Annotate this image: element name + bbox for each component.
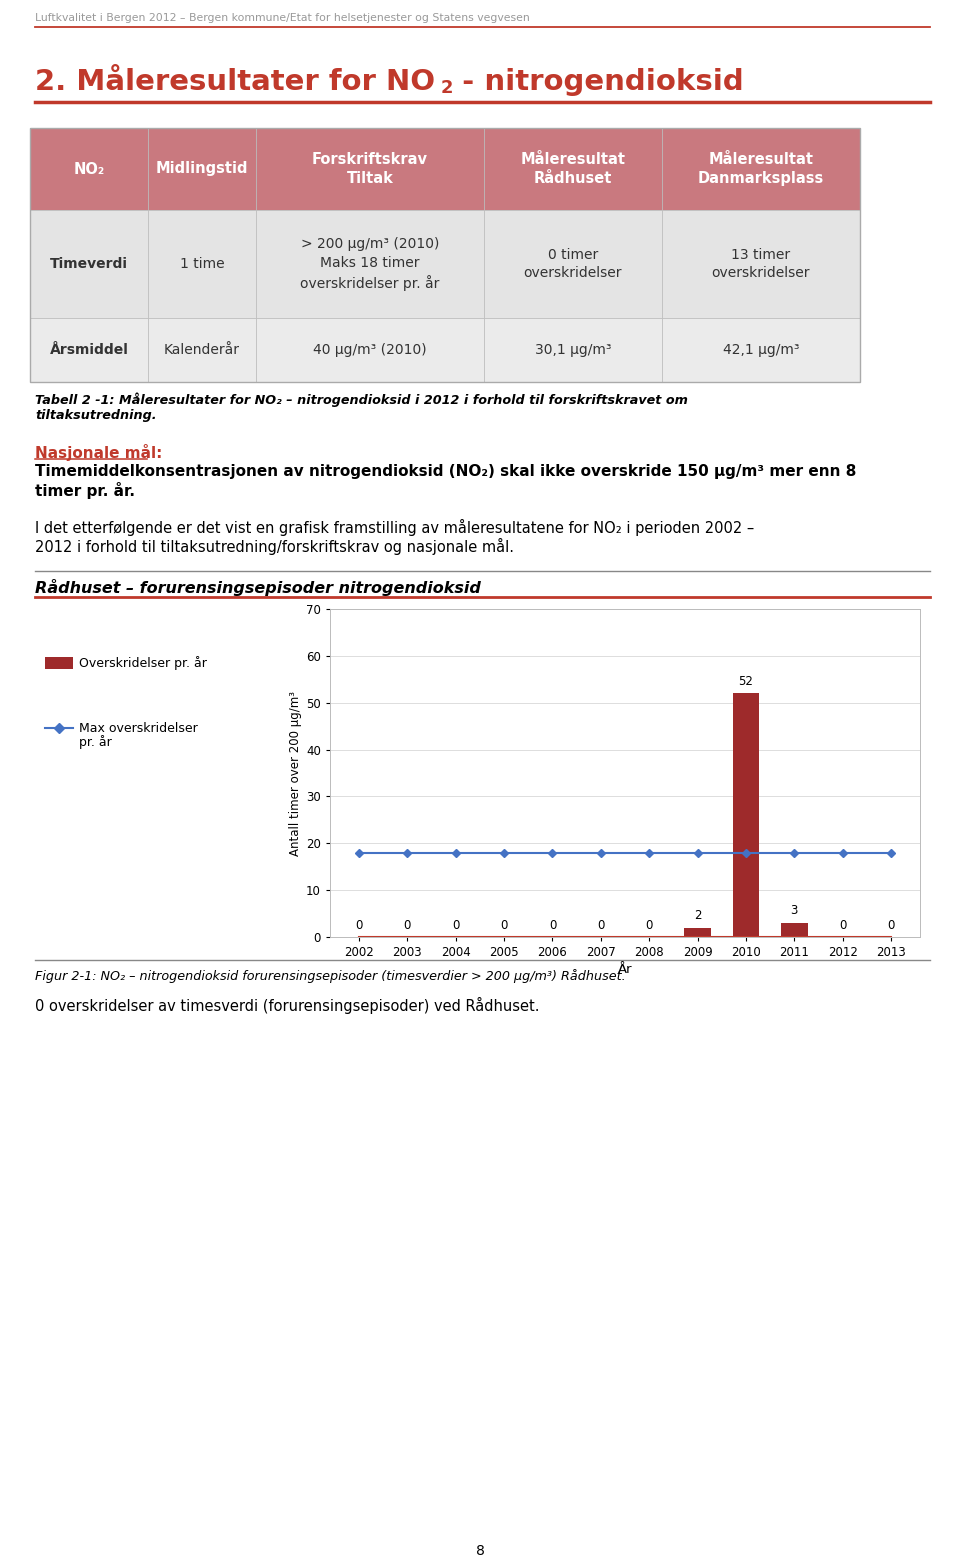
Text: 2. Måleresultater for NO: 2. Måleresultater for NO [35,67,435,96]
Bar [148,210,256,318]
Bar [662,210,860,318]
Text: Timeverdi: Timeverdi [50,257,128,271]
Text: Midlingstid: Midlingstid [156,161,249,177]
Text: 0: 0 [839,919,847,932]
Text: 30,1 μg/m³: 30,1 μg/m³ [535,343,612,357]
Text: 2: 2 [694,908,702,922]
Text: I det etterfølgende er det vist en grafisk framstilling av måleresultatene for N: I det etterfølgende er det vist en grafi… [35,518,755,536]
Text: Timemiddelkonsentrasjonen av nitrogendioksid (NO₂) skal ikke overskride 150 μg/m: Timemiddelkonsentrasjonen av nitrogendio… [35,464,856,479]
Text: 0: 0 [500,919,508,932]
Text: 2012 i forhold til tiltaksutredning/forskriftskrav og nasjonale mål.: 2012 i forhold til tiltaksutredning/fors… [35,539,514,554]
Bar [684,927,710,936]
Text: 0: 0 [597,919,605,932]
Text: Kalenderår: Kalenderår [164,343,240,357]
Bar [662,318,860,382]
Text: 8: 8 [475,1544,485,1558]
Text: > 200 μg/m³ (2010)
Maks 18 timer
overskridelser pr. år: > 200 μg/m³ (2010) Maks 18 timer overskr… [300,236,440,291]
Bar [256,318,484,382]
Bar [256,210,484,318]
Bar [484,128,662,210]
Bar [45,658,73,669]
Text: 0: 0 [887,919,895,932]
Text: 0: 0 [645,919,653,932]
Text: 13 timer
overskridelser: 13 timer overskridelser [711,247,810,280]
Text: 52: 52 [738,675,754,687]
Text: Figur 2-1: NO₂ – nitrogendioksid forurensingsepisoder (timesverdier > 200 μg/m³): Figur 2-1: NO₂ – nitrogendioksid foruren… [35,969,626,983]
Text: 42,1 μg/m³: 42,1 μg/m³ [723,343,800,357]
Text: 0: 0 [452,919,460,932]
Y-axis label: Antall timer over 200 μg/m³: Antall timer over 200 μg/m³ [289,691,302,855]
Bar [30,210,148,318]
Text: 2: 2 [441,78,453,97]
Text: Nasjonale mål:: Nasjonale mål: [35,445,162,460]
Bar [732,694,759,936]
Text: 1 time: 1 time [180,257,225,271]
Text: 0: 0 [404,919,411,932]
Text: - nitrogendioksid: - nitrogendioksid [452,67,744,96]
Text: Overskridelser pr. år: Overskridelser pr. år [79,656,206,670]
Text: timer pr. år.: timer pr. år. [35,482,135,500]
Text: 0 timer
overskridelser: 0 timer overskridelser [524,247,622,280]
Text: Rådhuset – forurensingsepisoder nitrogendioksid: Rådhuset – forurensingsepisoder nitrogen… [35,579,481,597]
Bar [148,128,256,210]
Bar [662,128,860,210]
Text: Måleresultat
Rådhuset: Måleresultat Rådhuset [520,152,626,186]
Text: 3: 3 [791,904,798,918]
Text: 0 overskridelser av timesverdi (forurensingsepisoder) ved Rådhuset.: 0 overskridelser av timesverdi (forurens… [35,998,540,1015]
Text: tiltaksutredning.: tiltaksutredning. [35,409,156,421]
Bar [148,318,256,382]
Text: pr. år: pr. år [79,734,111,749]
Text: Forskriftskrav
Tiltak: Forskriftskrav Tiltak [312,152,428,186]
Text: Årsmiddel: Årsmiddel [50,343,129,357]
Bar [30,128,148,210]
Bar [30,318,148,382]
Bar [781,922,807,936]
Bar [256,128,484,210]
Bar [484,318,662,382]
Bar [30,128,860,382]
Text: Måleresultat
Danmarksplass: Måleresultat Danmarksplass [698,152,824,186]
X-axis label: År: År [617,963,633,976]
Text: 0: 0 [549,919,556,932]
Text: 0: 0 [355,919,363,932]
Text: 40 μg/m³ (2010): 40 μg/m³ (2010) [313,343,427,357]
Text: Max overskridelser: Max overskridelser [79,722,198,734]
Text: Luftkvalitet i Bergen 2012 – Bergen kommune/Etat for helsetjenester og Statens v: Luftkvalitet i Bergen 2012 – Bergen komm… [35,13,530,23]
Text: Tabell 2 -1: Måleresultater for NO₂ – nitrogendioksid i 2012 i forhold til forsk: Tabell 2 -1: Måleresultater for NO₂ – ni… [35,392,688,407]
Text: NO₂: NO₂ [73,161,105,177]
Bar [484,210,662,318]
